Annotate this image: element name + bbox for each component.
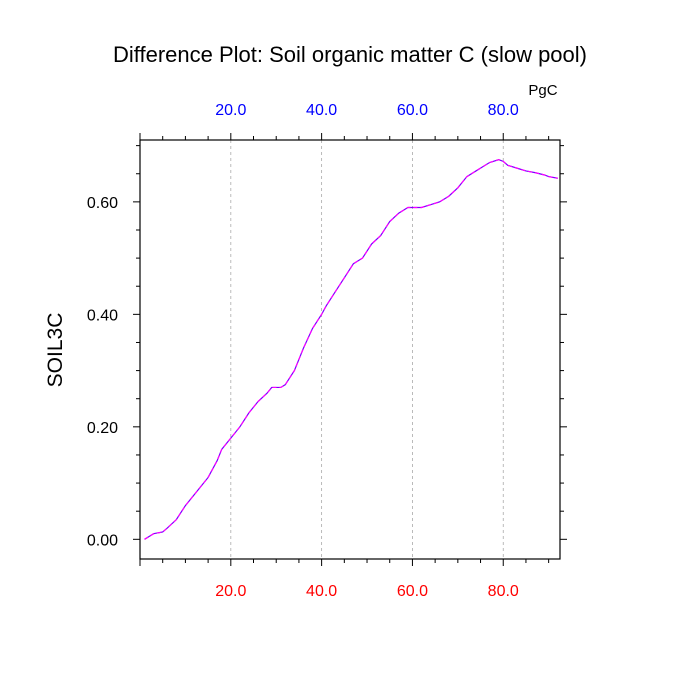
series-dash-overlay-0 bbox=[144, 159, 558, 540]
plot-frame bbox=[139, 139, 561, 560]
x-tick-label-top: 20.0 bbox=[215, 102, 246, 119]
y-tick-label: 0.00 bbox=[87, 532, 118, 549]
y-tick-label: 0.60 bbox=[87, 195, 118, 212]
x-tick-label-top: 60.0 bbox=[397, 102, 428, 119]
y-tick-label: 0.40 bbox=[87, 307, 118, 324]
x-tick-label-bottom: 20.0 bbox=[215, 583, 246, 600]
x-tick-label-top: 80.0 bbox=[488, 102, 519, 119]
x-tick-label-top: 40.0 bbox=[306, 102, 337, 119]
x-tick-label-bottom: 60.0 bbox=[397, 583, 428, 600]
y-axis-title: SOIL3C bbox=[44, 313, 67, 388]
units-label: PgC bbox=[528, 82, 557, 99]
chart-title: Difference Plot: Soil organic matter C (… bbox=[113, 42, 587, 67]
x-tick-label-bottom: 80.0 bbox=[488, 583, 519, 600]
y-tick-label: 0.20 bbox=[87, 420, 118, 437]
series-line-0 bbox=[144, 159, 558, 540]
x-tick-label-bottom: 40.0 bbox=[306, 583, 337, 600]
